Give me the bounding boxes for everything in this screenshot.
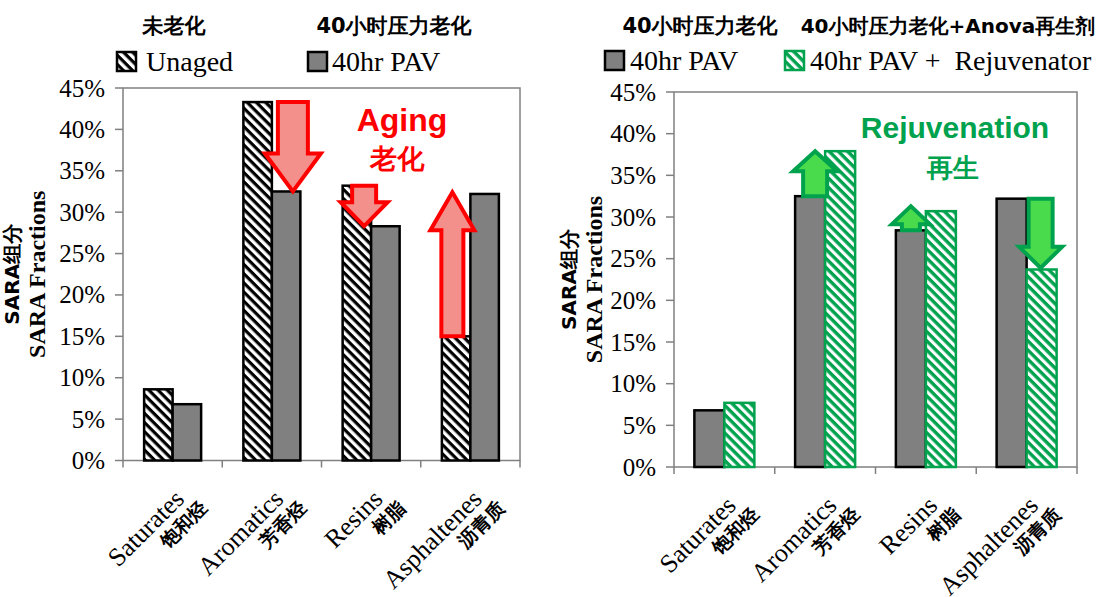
y-tick-label: 0% <box>72 447 105 474</box>
y-tick-label: 15% <box>610 329 656 356</box>
bar-40hr-PAV-Aromatics <box>272 191 301 460</box>
bar-40hr-PAV-Asphaltenes <box>997 199 1027 467</box>
y-tick-label: 40% <box>610 120 656 147</box>
annotation-line1: Aging <box>357 102 448 138</box>
x-category-label: Asphaltenes沥青质 <box>377 477 509 597</box>
y-tick-label: 40% <box>59 116 105 143</box>
bar-Unaged-Saturates <box>144 389 173 460</box>
y-tick-label: 0% <box>623 454 656 481</box>
legend-swatch-solid-gray <box>605 51 624 70</box>
x-category-label: Resins树脂 <box>874 484 965 575</box>
bar-40hr-PAV-Resins <box>371 226 400 460</box>
down-arrow <box>265 102 321 191</box>
y-tick-label: 20% <box>610 287 656 314</box>
page: { "chart_data": [ { "type": "bar", "head… <box>0 0 1099 597</box>
bar-40hr-PAV-Rejuvenator-Saturates <box>724 403 754 467</box>
y-tick-label: 30% <box>610 204 656 231</box>
legend-label: Unaged <box>146 46 233 77</box>
y-tick-label: 35% <box>59 157 105 184</box>
y-tick-label: 30% <box>59 199 105 226</box>
legend-swatch-solid-gray <box>308 52 327 71</box>
up-arrow <box>430 192 474 336</box>
bar-Unaged-Asphaltenes <box>442 336 471 460</box>
legend-swatch-hatch-black <box>117 52 136 71</box>
y-tick-label: 25% <box>59 240 105 267</box>
bar-40hr-PAV-Rejuvenator-Resins <box>926 211 956 467</box>
annotation-line2: 再生 <box>926 153 979 183</box>
x-category-label: Aromatics芳香烃 <box>192 477 310 595</box>
y-axis-title-en: SARA Fractions <box>581 196 607 363</box>
bar-40hr-PAV-Rejuvenator-Aromatics <box>825 151 855 467</box>
top-header: 40小时压力老化+Anova再生剂 <box>801 14 1096 38</box>
y-tick-label: 5% <box>72 406 105 433</box>
y-tick-label: 10% <box>59 364 105 391</box>
y-axis-title-cn: SARA组分 <box>557 228 581 330</box>
chart-aging: 0% 5% 10% 15% 20% 25% 30% 35% 40% 45% Saturates饱和烃… <box>0 14 520 597</box>
top-header: 40小时压力老化 <box>622 14 778 38</box>
y-tick-label: 25% <box>610 245 656 272</box>
top-header: 40小时压力老化 <box>316 14 472 38</box>
y-tick-label: 35% <box>610 162 656 189</box>
annotation-line2: 老化 <box>369 143 425 174</box>
bar-40hr-PAV-Asphaltenes <box>470 194 499 461</box>
legend-label: 40hr PAV <box>332 46 440 77</box>
top-header: 未老化 <box>142 14 207 38</box>
y-tick-label: 20% <box>59 281 105 308</box>
y-tick-label: 45% <box>59 75 105 102</box>
x-category-label: Saturates饱和烃 <box>654 484 763 593</box>
x-category-label: Asphaltenes沥青质 <box>933 484 1065 597</box>
y-tick-label: 45% <box>610 79 656 106</box>
legend-label: 40hr PAV <box>630 45 738 76</box>
legend-swatch-hatch-green <box>785 51 804 70</box>
y-tick-label: 15% <box>59 323 105 350</box>
y-tick-label: 5% <box>623 412 656 439</box>
up-arrow <box>892 206 930 230</box>
sara-fractions-charts: 0% 5% 10% 15% 20% 25% 30% 35% 40% 45% Saturates饱和烃… <box>0 0 1099 597</box>
x-category-label: Saturates饱和烃 <box>102 477 211 586</box>
y-axis-title-cn: SARA组分 <box>0 223 24 325</box>
bar-40hr-PAV-Resins <box>896 230 926 467</box>
x-category-label: Aromatics芳香烃 <box>745 484 863 597</box>
bar-40hr-PAV-Aromatics <box>795 196 825 467</box>
y-axis-title-en: SARA Fractions <box>24 191 50 358</box>
annotation-line1: Rejuvenation <box>861 111 1049 144</box>
y-tick-label: 10% <box>610 370 656 397</box>
bar-Unaged-Resins <box>343 186 372 461</box>
bar-40hr-PAV-Saturates <box>173 404 202 460</box>
chart-rejuvenation: 0% 5% 10% 15% 20% 25% 30% 35% 40% 45% Saturates饱和烃… <box>557 14 1095 597</box>
bar-40hr-PAV-Saturates <box>694 410 724 467</box>
bar-40hr-PAV-Rejuvenator-Asphaltenes <box>1027 270 1057 468</box>
legend-label: 40hr PAV + Rejuvenator <box>810 45 1092 76</box>
